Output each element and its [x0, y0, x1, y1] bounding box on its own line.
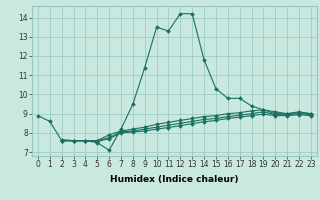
- X-axis label: Humidex (Indice chaleur): Humidex (Indice chaleur): [110, 175, 239, 184]
